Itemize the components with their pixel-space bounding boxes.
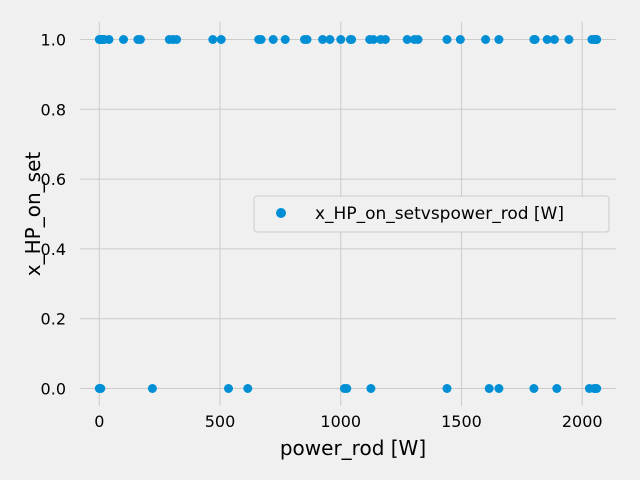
legend: x_HP_on_setvspower_rod [W] (253, 195, 610, 233)
legend-marker (276, 208, 286, 218)
data-point (494, 35, 504, 44)
data-point (256, 35, 266, 44)
x-tick-label: 500 (205, 412, 236, 431)
data-point (325, 35, 335, 44)
data-point (147, 384, 157, 393)
data-point (380, 35, 390, 44)
data-point (481, 35, 491, 44)
data-point (104, 35, 114, 44)
data-point (243, 384, 253, 393)
data-point (208, 35, 218, 44)
data-point (592, 384, 602, 393)
data-point (542, 35, 552, 44)
data-point (368, 35, 378, 44)
data-points (94, 35, 602, 393)
data-point (484, 384, 494, 393)
y-tick-label: 0.0 (41, 380, 66, 399)
data-point (224, 384, 233, 393)
legend-box (253, 195, 610, 233)
data-point (216, 35, 226, 44)
y-tick-label: 0.4 (41, 240, 66, 259)
y-tick-label: 0.2 (41, 310, 66, 329)
data-point (592, 35, 602, 44)
y-tick-label: 0.6 (41, 170, 66, 189)
y-tick-label: 0.8 (41, 100, 66, 119)
data-point (552, 384, 562, 393)
data-point (336, 35, 346, 44)
data-point (413, 35, 423, 44)
data-point (366, 384, 376, 393)
data-point (530, 35, 540, 44)
data-point (318, 35, 328, 44)
x-tick-label: 2000 (562, 412, 603, 431)
x-tick-label: 0 (94, 412, 104, 431)
data-point (342, 384, 352, 393)
data-point (347, 35, 357, 44)
data-point (549, 35, 559, 44)
data-point (172, 35, 182, 44)
data-point (302, 35, 312, 44)
data-point (135, 35, 145, 44)
data-point (455, 35, 465, 44)
data-point (564, 35, 574, 44)
x-tick-label: 1500 (441, 412, 482, 431)
data-point (268, 35, 278, 44)
x-axis-label: power_rod [W] (280, 436, 426, 460)
x-tick-label: 1000 (320, 412, 361, 431)
tick-labels: 0 500 1000 1500 2000 0.0 0.2 0.4 0.6 0.8 1.0 (41, 30, 603, 431)
data-point (529, 384, 539, 393)
data-point (442, 384, 452, 393)
data-point (280, 35, 290, 44)
legend-label: x_HP_on_setvspower_rod [W] (315, 204, 564, 224)
data-point (119, 35, 128, 44)
y-axis-label: x_HP_on_set (21, 152, 45, 277)
y-tick-label: 1.0 (41, 30, 66, 49)
data-point (96, 384, 106, 393)
data-point (494, 384, 504, 393)
data-point (442, 35, 452, 44)
data-point (402, 35, 412, 44)
